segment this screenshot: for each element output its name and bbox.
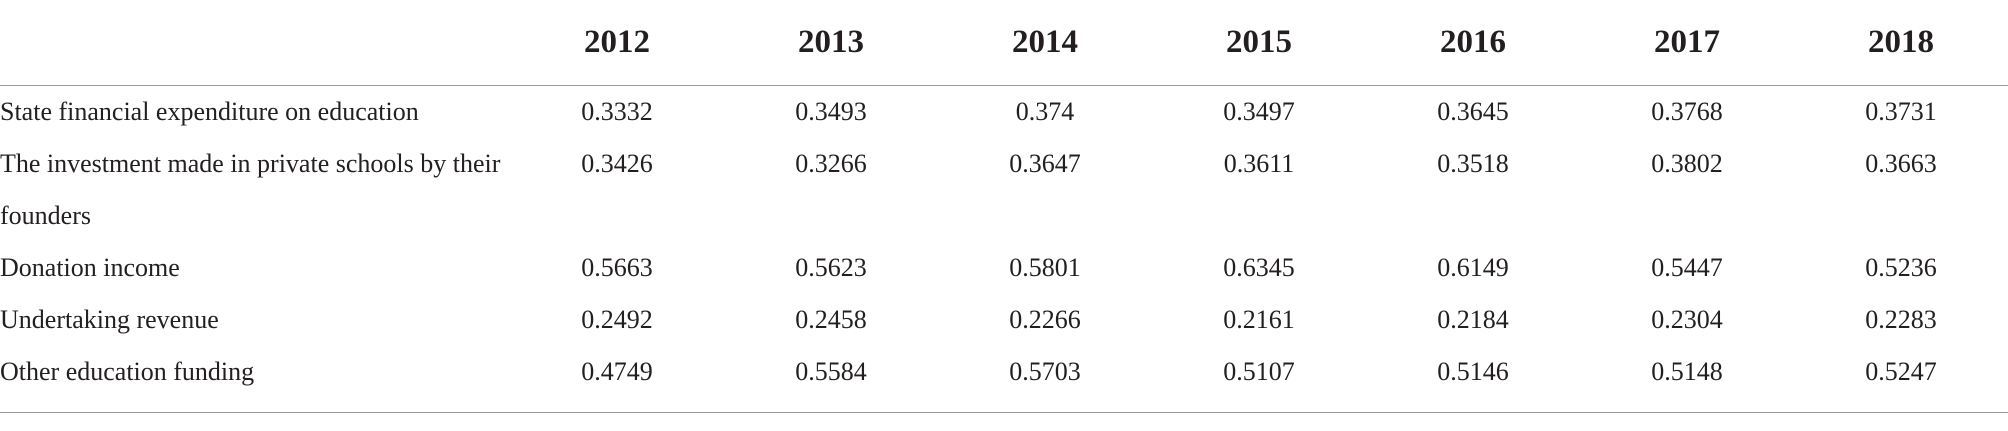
cell-value: 0.3802 xyxy=(1651,149,1723,178)
cell-value: 0.3647 xyxy=(1009,149,1081,178)
cell-value: 0.3266 xyxy=(795,149,867,178)
header-cell-2013: 2013 xyxy=(724,0,938,86)
table-row: The investment made in private schools b… xyxy=(0,138,2008,242)
cell-value: 0.2492 xyxy=(581,305,653,334)
cell-value: 0.3497 xyxy=(1223,97,1295,126)
row-label: Other education funding xyxy=(0,346,510,413)
cell-value: 0.5107 xyxy=(1152,346,1366,413)
cell-value: 0.4749 xyxy=(510,346,724,413)
header-cell-2017: 2017 xyxy=(1580,0,1794,86)
cell-value: 0.3332 xyxy=(581,97,653,126)
header-cell-2018: 2018 xyxy=(1794,0,2008,86)
cell-value: 0.3426 xyxy=(581,149,653,178)
row-label: Undertaking revenue xyxy=(0,305,219,334)
cell-value: 0.3645 xyxy=(1437,97,1509,126)
cell-value: 0.5148 xyxy=(1580,346,1794,413)
cell-value: 0.5146 xyxy=(1366,346,1580,413)
cell-value: 0.5236 xyxy=(1865,253,1937,282)
table-row: Undertaking revenue 0.2492 0.2458 0.2266… xyxy=(0,294,2008,346)
cell-value: 0.3663 xyxy=(1865,149,1937,178)
header-cell-2016: 2016 xyxy=(1366,0,1580,86)
cell-value: 0.3611 xyxy=(1223,149,1295,178)
cell-value: 0.5623 xyxy=(795,253,867,282)
header-cell-2012: 2012 xyxy=(510,0,724,86)
table-row: State financial expenditure on education… xyxy=(0,86,2008,139)
header-cell-empty xyxy=(0,0,510,86)
row-label: The investment made in private schools b… xyxy=(0,149,501,230)
cell-value: 0.5703 xyxy=(938,346,1152,413)
cell-value: 0.2161 xyxy=(1223,305,1295,334)
data-table: 2012 2013 2014 2015 2016 2017 2018 State… xyxy=(0,0,2008,413)
header-cell-2014: 2014 xyxy=(938,0,1152,86)
cell-value: 0.2184 xyxy=(1437,305,1509,334)
cell-value: 0.5584 xyxy=(724,346,938,413)
cell-value: 0.5801 xyxy=(1009,253,1081,282)
cell-value: 0.5663 xyxy=(581,253,653,282)
row-label: State financial expenditure on education xyxy=(0,97,419,126)
cell-value: 0.3518 xyxy=(1437,149,1509,178)
cell-value: 0.374 xyxy=(1015,97,1075,126)
table-row: Other education funding 0.4749 0.5584 0.… xyxy=(0,346,2008,413)
row-label: Donation income xyxy=(0,253,180,282)
cell-value: 0.3493 xyxy=(795,97,867,126)
table-body: State financial expenditure on education… xyxy=(0,86,2008,413)
cell-value: 0.2458 xyxy=(795,305,867,334)
header-row: 2012 2013 2014 2015 2016 2017 2018 xyxy=(0,0,2008,86)
cell-value: 0.6149 xyxy=(1437,253,1509,282)
cell-value: 0.2283 xyxy=(1865,305,1937,334)
table-header: 2012 2013 2014 2015 2016 2017 2018 xyxy=(0,0,2008,86)
cell-value: 0.3768 xyxy=(1651,97,1723,126)
cell-value: 0.2304 xyxy=(1651,305,1723,334)
header-cell-2015: 2015 xyxy=(1152,0,1366,86)
table-row: Donation income 0.5663 0.5623 0.5801 0.6… xyxy=(0,242,2008,294)
cell-value: 0.5247 xyxy=(1794,346,2008,413)
cell-value: 0.3731 xyxy=(1865,97,1937,126)
cell-value: 0.5447 xyxy=(1651,253,1723,282)
cell-value: 0.2266 xyxy=(1009,305,1081,334)
cell-value: 0.6345 xyxy=(1223,253,1295,282)
